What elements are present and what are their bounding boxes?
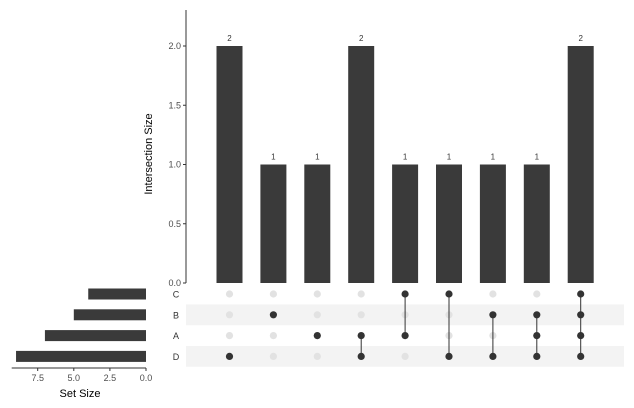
intersection-bar-label: 1 [403,153,408,162]
intersection-bar [479,164,506,283]
intersection-bar [567,46,594,283]
matrix-dot-active [533,352,541,360]
intersection-axis-tick-label: 0.0 [168,278,181,288]
set-label: B [173,310,179,320]
intersection-axis-tick-label: 1.0 [168,160,181,170]
set-size-bar [73,309,146,321]
intersection-bar [348,46,375,283]
matrix-dot-inactive [269,332,277,340]
matrix-dot-inactive [313,290,321,298]
intersection-size-axis-title: Intersection Size [143,113,155,194]
set-size-axis-tick-label: 5.0 [68,373,81,383]
intersection-bar [436,164,462,283]
intersection-bar [216,46,243,283]
intersection-bar [523,164,550,283]
intersection-bar [260,164,287,283]
set-label: D [173,352,180,362]
intersection-matrix [225,290,585,360]
matrix-dot-inactive [313,311,321,319]
matrix-dot-active [445,352,453,360]
matrix-dot-inactive [533,290,541,298]
matrix-dot-active [313,332,321,340]
intersection-axis-tick-label: 1.5 [168,100,181,110]
intersection-bar-label: 1 [315,153,320,162]
set-size-axis: 7.5 5.0 2.5 0.0 [11,367,153,383]
matrix-dot-inactive [269,290,277,298]
matrix-dot-inactive [401,352,409,360]
intersection-bar-label: 1 [535,153,540,162]
set-label: C [173,290,180,300]
matrix-dot-active [577,311,585,319]
matrix-dot-active [577,352,585,360]
matrix-dot-active [577,290,585,298]
matrix-dot-active [445,290,453,298]
set-size-bar [16,350,147,362]
matrix-dot-active [401,290,409,298]
matrix-dot-active [489,352,497,360]
set-label: A [173,331,179,341]
intersection-axis-tick-label: 2.0 [168,41,181,51]
set-size-bars [16,288,147,362]
intersection-bars: 2 1 1 2 1 1 1 1 2 [216,34,594,283]
matrix-dot-active [533,332,541,340]
set-size-bar [44,330,146,342]
set-labels: CB A D [173,290,180,362]
matrix-dot-active [269,311,277,319]
intersection-size-axis: 0.0 0.5 1.0 1.5 2.0 [168,10,187,288]
matrix-dot-inactive [357,311,365,319]
intersection-bar [392,164,419,283]
matrix-dot-inactive [225,311,234,319]
matrix-dot-inactive [269,352,277,360]
intersection-bar-label: 2 [227,34,232,43]
intersection-bar-label: 1 [491,153,496,162]
matrix-dot-inactive [225,332,234,340]
intersection-bar-label: 2 [578,34,583,43]
set-size-axis-tick-label: 7.5 [31,373,44,383]
matrix-dot-active [357,352,365,360]
matrix-dot-active [489,311,497,319]
matrix-dot-active [401,332,409,340]
intersection-axis-tick-label: 0.5 [168,219,181,229]
set-size-axis-title: Set Size [60,388,101,400]
matrix-dot-inactive [357,290,365,298]
matrix-dot-inactive [313,352,321,360]
intersection-bar [304,164,331,283]
set-size-axis-tick-label: 0.0 [140,373,153,383]
set-size-axis-tick-label: 2.5 [104,373,117,383]
matrix-dot-active [357,332,365,340]
matrix-dot-inactive [225,290,234,298]
set-size-bar [88,288,146,300]
intersection-bar-label: 1 [447,153,452,162]
intersection-bar-label: 2 [359,34,364,43]
matrix-dot-inactive [489,290,497,298]
matrix-dot-active [533,311,541,319]
matrix-dot-active [225,352,234,360]
intersection-bar-label: 1 [271,153,276,162]
matrix-dot-active [577,332,585,340]
